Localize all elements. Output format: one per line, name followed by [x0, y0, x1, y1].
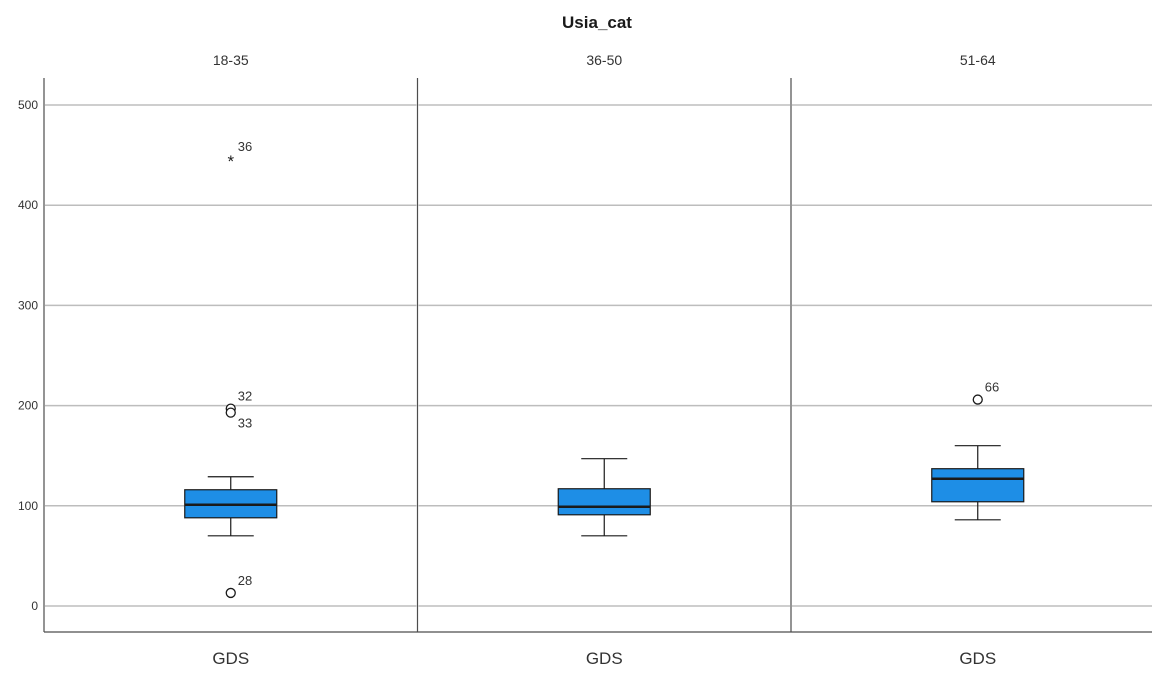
y-tick-label: 300: [18, 298, 38, 312]
outlier-marker: [225, 407, 236, 418]
panel-label: 18-35: [213, 52, 249, 68]
outlier-label: 66: [985, 380, 999, 395]
outlier-label: 28: [238, 573, 252, 588]
x-category-label: GDS: [586, 649, 623, 668]
iqr-box: [557, 488, 651, 516]
y-tick-label: 400: [18, 198, 38, 212]
x-category-label: GDS: [959, 649, 996, 668]
y-tick-label: 0: [31, 599, 38, 613]
iqr-box: [931, 468, 1025, 503]
y-tick-label: 500: [18, 98, 38, 112]
panel-label: 36-50: [586, 52, 622, 68]
outlier-marker: [225, 587, 236, 599]
y-tick-label: 100: [18, 499, 38, 513]
x-category-label: GDS: [212, 649, 249, 668]
extreme-outlier-marker: *: [227, 152, 234, 171]
outlier-label: 36: [238, 139, 252, 154]
y-tick-label: 200: [18, 399, 38, 413]
outlier-label: 32: [238, 389, 252, 404]
outlier-label: 33: [238, 416, 252, 431]
outlier-marker: [972, 394, 983, 405]
chart-title: Usia_cat: [562, 13, 632, 32]
panel-label: 51-64: [960, 52, 996, 68]
chart-panels: 0 100 200 300 400 500 18-35 GDS * 36 32 33 28 36-50 GD…: [18, 52, 1152, 668]
